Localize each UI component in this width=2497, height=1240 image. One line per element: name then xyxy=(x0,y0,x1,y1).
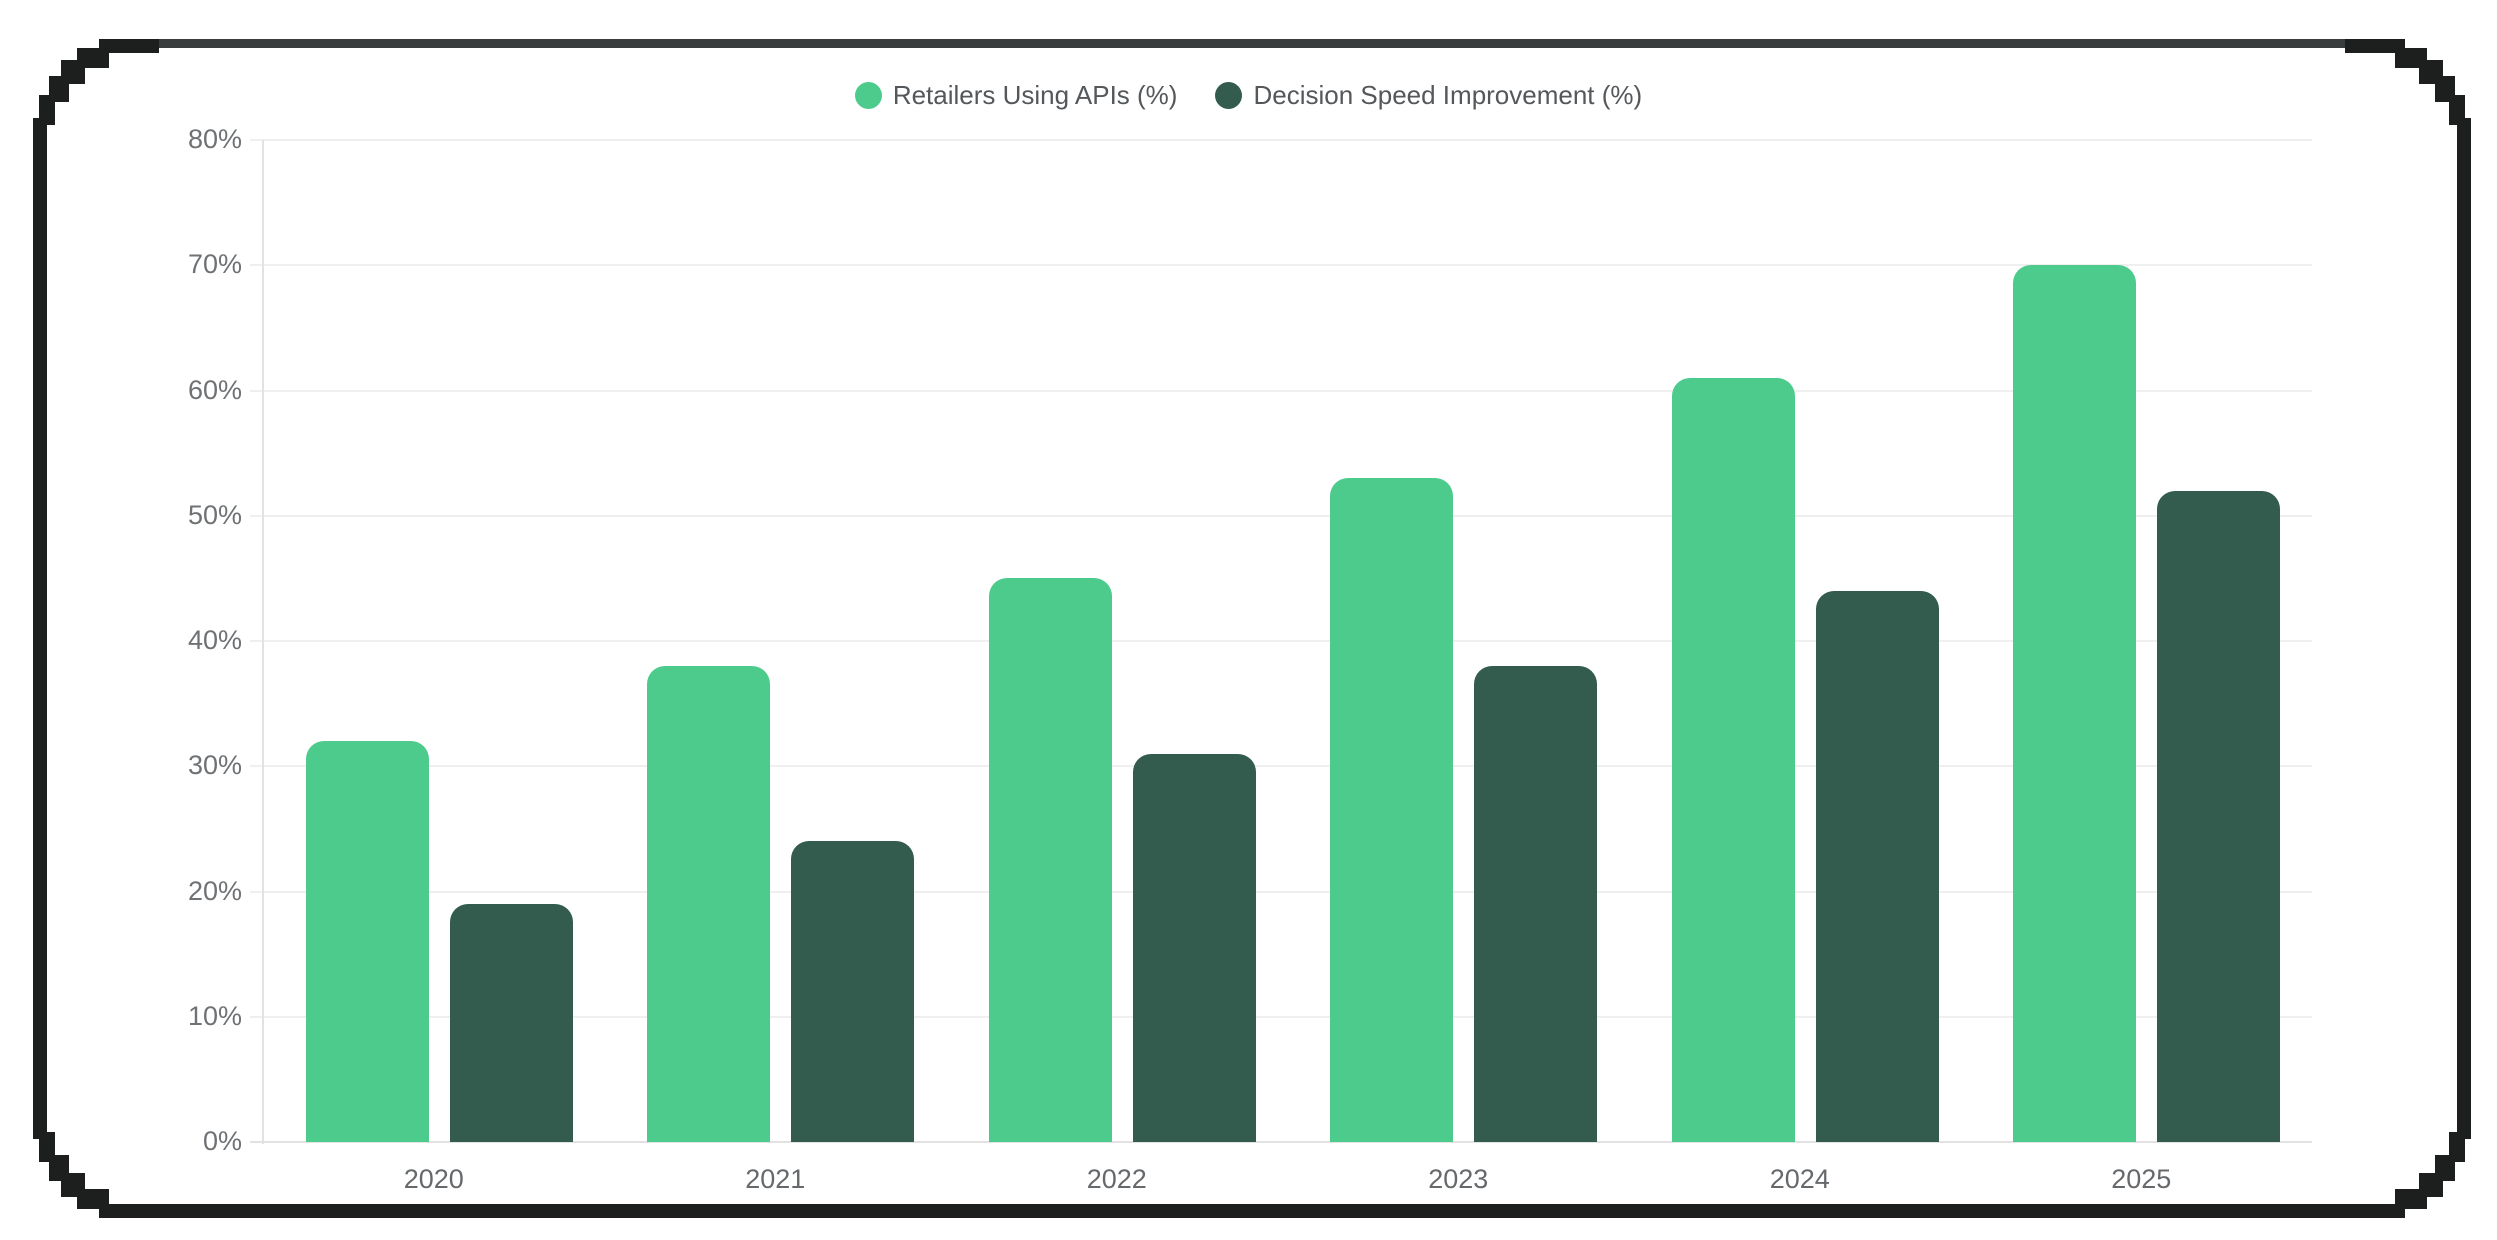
legend-swatch-icon xyxy=(1215,82,1243,109)
bar-decision-speed-improvement-2025[interactable] xyxy=(2157,490,2281,1142)
x-axis-category-label-2025: 2025 xyxy=(2111,1164,2172,1194)
y-axis-tick-label-50: 50% xyxy=(187,499,242,530)
y-axis-tick-label-30: 30% xyxy=(187,750,242,781)
y-axis-tick-label-80: 80% xyxy=(187,124,242,154)
bar-retailers-using-apis-2025[interactable] xyxy=(2013,265,2137,1142)
x-axis-category-label-2022: 2022 xyxy=(1086,1164,1147,1194)
gridline-20 xyxy=(250,890,2312,893)
legend-item-retailers-using-apis[interactable]: Retailers Using APIs (%) xyxy=(854,80,1178,111)
bar-decision-speed-improvement-2021[interactable] xyxy=(791,841,915,1142)
gridline-0 xyxy=(250,1141,2312,1143)
legend-label: Retailers Using APIs (%) xyxy=(892,80,1178,110)
gridline-50 xyxy=(250,514,2312,517)
y-axis-tick-label-40: 40% xyxy=(187,625,242,655)
y-axis-tick-label-60: 60% xyxy=(187,374,242,405)
y-axis-tick-label-20: 20% xyxy=(187,875,242,906)
legend-swatch-icon xyxy=(854,82,882,109)
gridline-80 xyxy=(250,139,2312,141)
bar-decision-speed-improvement-2020[interactable] xyxy=(449,904,573,1142)
y-axis-line xyxy=(262,140,264,1144)
bar-retailers-using-apis-2021[interactable] xyxy=(647,666,771,1142)
bar-decision-speed-improvement-2022[interactable] xyxy=(1132,753,1256,1142)
x-axis-category-label-2023: 2023 xyxy=(1428,1164,1489,1194)
x-axis-category-label-2021: 2021 xyxy=(745,1164,806,1194)
gridline-30 xyxy=(250,765,2312,768)
x-axis-category-label-2024: 2024 xyxy=(1769,1164,1830,1194)
bar-retailers-using-apis-2024[interactable] xyxy=(1671,377,1795,1142)
x-axis-category-label-2020: 2020 xyxy=(403,1164,464,1194)
legend-label: Decision Speed Improvement (%) xyxy=(1253,80,1643,110)
gridline-10 xyxy=(250,1015,2312,1018)
gridline-70 xyxy=(250,264,2312,267)
legend-item-decision-speed-improvement[interactable]: Decision Speed Improvement (%) xyxy=(1215,80,1642,111)
y-axis-tick-label-10: 10% xyxy=(187,1000,242,1031)
bar-retailers-using-apis-2023[interactable] xyxy=(1330,478,1454,1142)
gridline-60 xyxy=(250,389,2312,392)
y-axis-tick-label-70: 70% xyxy=(187,249,242,280)
legend: Retailers Using APIs (%) Decision Speed I… xyxy=(0,80,2497,111)
y-axis-tick-label-0: 0% xyxy=(202,1126,242,1156)
bar-retailers-using-apis-2022[interactable] xyxy=(988,578,1112,1142)
bar-retailers-using-apis-2020[interactable] xyxy=(305,741,429,1142)
bar-decision-speed-improvement-2023[interactable] xyxy=(1474,666,1598,1142)
bar-decision-speed-improvement-2024[interactable] xyxy=(1815,590,1939,1142)
gridline-40 xyxy=(250,640,2312,642)
